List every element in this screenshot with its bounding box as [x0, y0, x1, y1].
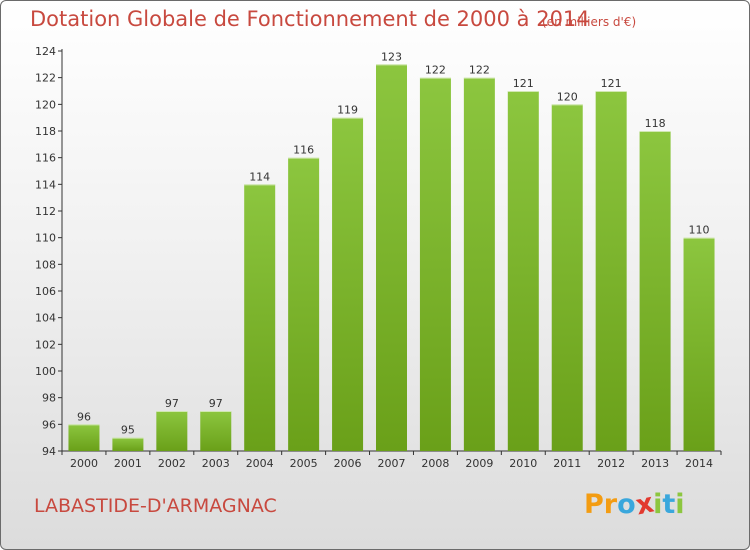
bar: [507, 91, 539, 451]
x-tick-label: 2008: [421, 457, 449, 470]
y-tick-label: 114: [35, 178, 56, 191]
chart-subtitle: (en milliers d'€): [542, 15, 637, 29]
logo-letter: r: [603, 489, 618, 520]
logo-letter: o: [617, 489, 636, 520]
data-label: 114: [249, 170, 270, 183]
y-tick-label: 106: [35, 285, 56, 298]
bar: [551, 104, 583, 451]
bar: [156, 411, 188, 451]
data-label: 96: [77, 410, 91, 423]
data-label: 97: [165, 397, 179, 410]
y-tick-label: 118: [35, 125, 56, 138]
x-tick-label: 2011: [553, 457, 581, 470]
commune-name: LABASTIDE-D'ARMAGNAC: [34, 495, 277, 517]
bar: [419, 77, 451, 452]
chart-title: Dotation Globale de Fonctionnement de 20…: [30, 7, 590, 31]
bar: [288, 157, 320, 451]
y-tick-label: 96: [42, 418, 56, 431]
data-label: 122: [469, 64, 490, 77]
x-tick-label: 2002: [158, 457, 186, 470]
y-tick-label: 98: [42, 392, 56, 405]
y-tick-label: 94: [42, 445, 56, 458]
logo-letter: i: [675, 489, 685, 520]
x-tick-label: 2012: [597, 457, 625, 470]
y-tick-label: 112: [35, 205, 56, 218]
bar: [595, 91, 627, 451]
x-tick-label: 2001: [114, 457, 142, 470]
x-tick-label: 2010: [509, 457, 537, 470]
y-tick-label: 100: [35, 365, 56, 378]
bar: [463, 77, 495, 452]
y-tick-label: 108: [35, 258, 56, 271]
bar: [68, 424, 100, 451]
axes: 94 96 98 100 102 104 106 108 110 112 114 116 118 120 1…: [35, 45, 722, 470]
bar: [376, 64, 407, 452]
bar: [639, 131, 671, 451]
data-label: 97: [209, 397, 223, 410]
bars: [68, 64, 715, 452]
logo-letter: P: [584, 489, 604, 520]
logo-letter: t: [662, 489, 676, 520]
y-tick-label: 122: [35, 72, 56, 85]
x-tick-label: 2006: [334, 457, 362, 470]
y-tick-label: 104: [35, 312, 56, 325]
y-tick-label: 102: [35, 338, 56, 351]
data-labels: 96 95 97 97 114 116 119 123 122 122 121 120 121 118 11…: [77, 50, 710, 436]
y-tick-label: 116: [35, 152, 56, 165]
bar: [200, 411, 232, 451]
x-tick-label: 2000: [70, 457, 98, 470]
bar: [332, 117, 364, 452]
bar: [683, 237, 715, 451]
data-label: 121: [513, 77, 534, 90]
data-label: 110: [689, 224, 710, 237]
proxiti-logo: Proxiti: [584, 488, 685, 522]
data-label: 119: [337, 104, 358, 117]
x-tick-label: 2003: [202, 457, 230, 470]
y-tick-label: 120: [35, 98, 56, 111]
data-label: 122: [425, 64, 446, 77]
x-tick-label: 2013: [641, 457, 669, 470]
x-tick-label: 2007: [378, 457, 406, 470]
data-label: 120: [557, 90, 578, 103]
bar: [244, 184, 276, 452]
x-tick-label: 2014: [685, 457, 713, 470]
x-tick-label: 2005: [290, 457, 318, 470]
bar: [112, 437, 144, 451]
data-label: 121: [601, 77, 622, 90]
data-label: 116: [293, 144, 314, 157]
logo-letter: i: [653, 489, 663, 520]
x-tick-label: 2009: [465, 457, 493, 470]
data-label: 118: [645, 117, 666, 130]
x-tick-label: 2004: [246, 457, 274, 470]
y-tick-label: 110: [35, 232, 56, 245]
y-tick-label: 124: [35, 45, 56, 58]
data-label: 123: [381, 50, 402, 63]
data-label: 95: [121, 424, 135, 437]
